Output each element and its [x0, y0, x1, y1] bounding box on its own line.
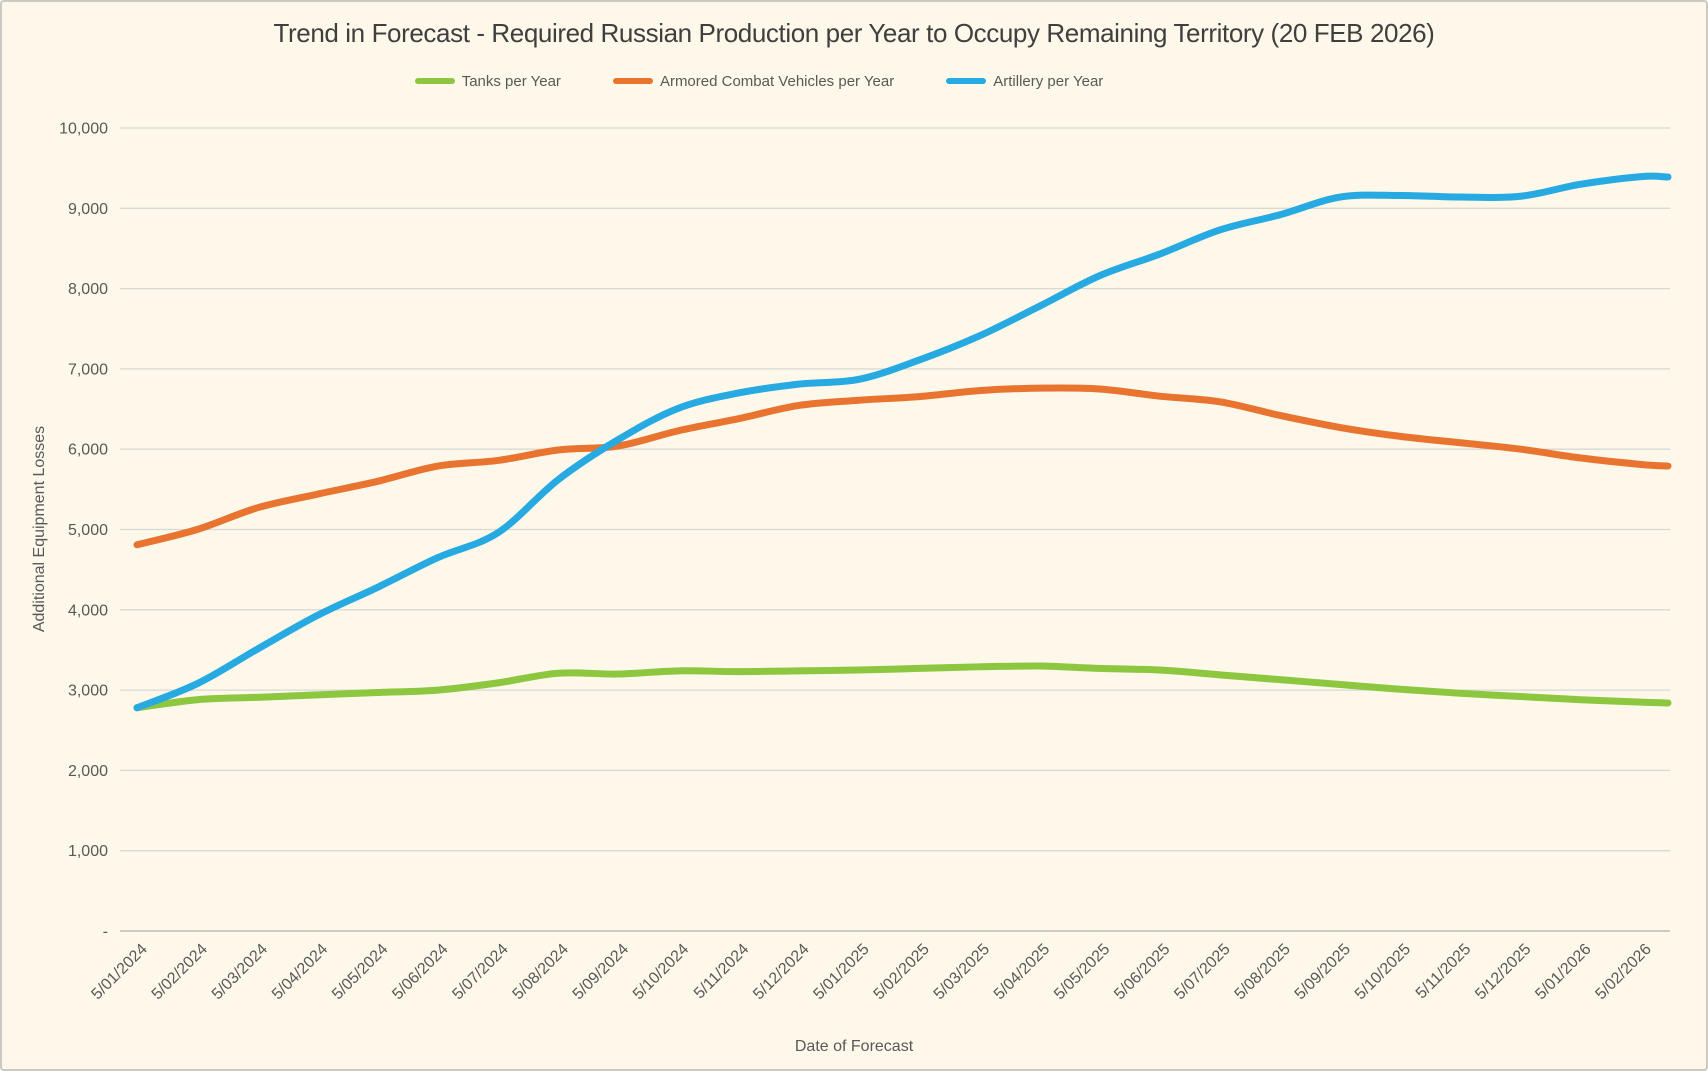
series-line-artillery-per-year: [133, 172, 1672, 712]
legend-item-armored-combat-vehicles-per-year: Armored Combat Vehicles per Year: [612, 72, 895, 90]
y-axis-tick-label: 5,000: [68, 522, 108, 539]
legend-label-artillery-per-year: Artillery per Year: [993, 72, 1104, 90]
legend-swatch-tanks-per-year: [414, 78, 455, 84]
x-axis-tick-label: 5/06/2024: [389, 941, 451, 1003]
legend-swatch-artillery-per-year: [946, 78, 987, 84]
y-axis-tick-label: 8,000: [68, 281, 108, 298]
legend-item-tanks-per-year: Tanks per Year: [414, 72, 561, 90]
x-axis-tick-label: 5/10/2024: [630, 941, 692, 1003]
x-axis-title: Date of Forecast: [794, 1038, 914, 1055]
y-axis-tick-label: 1,000: [68, 843, 108, 860]
y-axis-tick-label: -: [103, 924, 108, 941]
x-axis-tick-label: 5/02/2025: [871, 941, 933, 1003]
x-axis-tick-label: 5/03/2025: [931, 941, 993, 1003]
x-axis-tick-label: 5/04/2025: [991, 941, 1053, 1003]
legend: Tanks per Year Armored Combat Vehicles p…: [2, 68, 1611, 94]
x-axis-tick-label: 5/05/2025: [1051, 941, 1113, 1003]
x-axis-tick-label: 5/06/2025: [1111, 941, 1173, 1003]
x-axis-tick-label: 5/09/2025: [1292, 941, 1354, 1003]
chart-title: Trend in Forecast - Required Russian Pro…: [273, 18, 1435, 48]
y-axis-tick-label: 9,000: [68, 201, 108, 218]
y-axis-tick-label: 2,000: [68, 763, 108, 780]
x-axis-tick-label: 5/09/2024: [570, 941, 632, 1003]
legend-item-artillery-per-year: Artillery per Year: [946, 73, 1103, 90]
x-axis-tick-label: 5/02/2024: [149, 941, 211, 1003]
x-axis-tick-label: 5/11/2025: [1413, 941, 1475, 1003]
y-axis-tick-label: 4,000: [68, 602, 108, 619]
x-axis-tick-label: 5/12/2024: [750, 941, 812, 1003]
series-line-armored-combat-vehicles-per-year: [133, 384, 1672, 549]
y-axis-tick-label: 6,000: [68, 442, 108, 459]
series-line-tanks-per-year: [133, 662, 1672, 712]
y-axis-tick-label: 3,000: [68, 683, 108, 700]
x-axis-tick-label: 5/04/2024: [269, 941, 331, 1003]
legend-label-tanks-per-year: Tanks per Year: [461, 72, 561, 90]
x-axis-tick-label: 5/07/2024: [449, 941, 511, 1003]
legend-swatch-armored-combat-vehicles-per-year: [612, 78, 653, 84]
x-axis-tick-label: 5/05/2024: [329, 941, 391, 1003]
x-axis-tick-label: 5/03/2024: [209, 941, 271, 1003]
x-axis-tick-label: 5/07/2025: [1171, 941, 1233, 1003]
x-axis-tick-label: 5/12/2025: [1472, 941, 1534, 1003]
x-axis-tick-label: 5/11/2024: [691, 941, 753, 1003]
y-axis-tick-label: 10,000: [59, 121, 108, 138]
x-axis-tick-label: 5/08/2024: [510, 941, 572, 1003]
legend-label-armored-combat-vehicles-per-year: Armored Combat Vehicles per Year: [659, 72, 895, 90]
x-axis-tick-label: 5/01/2024: [88, 941, 150, 1003]
x-axis-tick-label: 5/01/2026: [1532, 941, 1594, 1003]
x-axis-tick-label: 5/02/2026: [1592, 941, 1654, 1003]
x-axis-tick-label: 5/01/2025: [810, 941, 872, 1003]
y-axis-tick-label: 7,000: [68, 361, 108, 378]
x-axis-tick-label: 5/10/2025: [1352, 941, 1414, 1003]
x-axis-tick-label: 5/08/2025: [1232, 941, 1294, 1003]
